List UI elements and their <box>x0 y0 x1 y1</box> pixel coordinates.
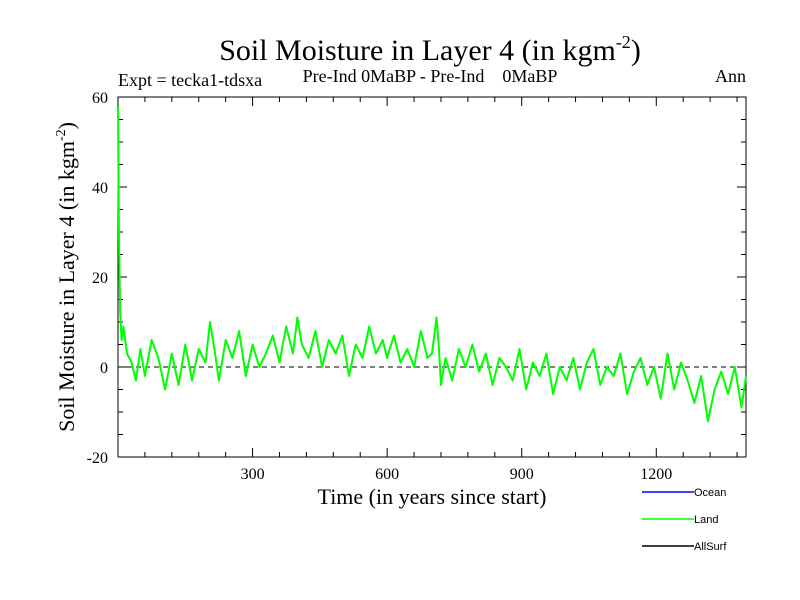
y-axis: -20 0 20 40 60 <box>87 90 746 467</box>
y-tick-label: 0 <box>100 360 108 377</box>
x-tick-label: 300 <box>241 466 265 483</box>
legend: Ocean Land AllSurf <box>642 487 727 553</box>
x-axis: 300 600 900 1200 <box>144 97 738 483</box>
legend-label-land: Land <box>694 514 718 526</box>
y-tick-label: 60 <box>92 90 108 107</box>
plot-frame <box>117 96 747 458</box>
y-tick-label: 20 <box>92 270 108 287</box>
legend-label-ocean: Ocean <box>694 487 726 499</box>
chart-title: Soil Moisture in Layer 4 (in kgm-2) <box>219 32 641 67</box>
y-tick-label: 40 <box>92 180 108 197</box>
series-line-land <box>117 105 747 422</box>
x-tick-label: 1200 <box>640 466 672 483</box>
y-axis-label: Soil Moisture in Layer 4 (in kgm-2) <box>54 122 79 432</box>
title-superscript: -2 <box>616 32 631 52</box>
x-tick-label: 600 <box>375 466 399 483</box>
subtitle-left: Expt = tecka1-tdsxa <box>118 70 262 90</box>
title-close: ) <box>631 34 641 67</box>
subtitle-right: Ann <box>715 66 746 86</box>
y-tick-label: -20 <box>87 450 108 467</box>
x-tick-label: 900 <box>510 466 534 483</box>
ylabel-close: ) <box>54 122 79 129</box>
series-layer <box>117 105 747 422</box>
ylabel-superscript: -2 <box>54 129 69 141</box>
subtitle-center: Pre-Ind 0MaBP - Pre-Ind 0MaBP <box>303 66 558 86</box>
x-axis-label: Time (in years since start) <box>318 484 547 509</box>
legend-label-allsurf: AllSurf <box>694 541 727 553</box>
